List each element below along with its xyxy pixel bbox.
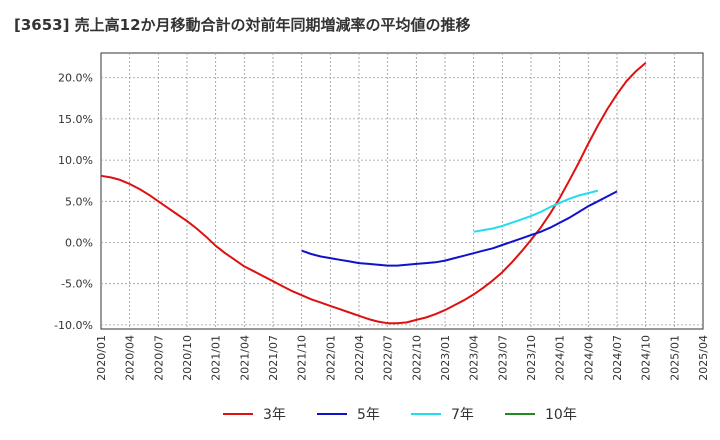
x-tick-label: 2024/04 [582,335,595,381]
y-tick-label: 20.0% [58,72,93,85]
x-tick-label: 2023/07 [496,335,509,381]
x-tick-label: 2020/01 [95,335,108,381]
x-tick-label: 2022/04 [353,335,366,381]
x-tick-label: 2025/04 [697,335,710,381]
x-tick-label: 2021/01 [210,335,223,381]
x-tick-label: 2023/01 [439,335,452,381]
plot-area [100,52,704,330]
y-axis-ticks: 20.0% 15.0% 10.0% 5.0% 0.0% -5.0% -10.0% [54,72,93,332]
y-tick-label: 10.0% [58,154,93,167]
x-tick-label: 2021/04 [238,335,251,381]
chart-title: [3653] 売上高12か月移動合計の対前年同期増減率の平均値の推移 [14,16,471,34]
series-lines [100,62,647,325]
horizontal-grid [101,77,703,326]
x-tick-label: 2024/07 [611,335,624,381]
x-tick-label: 2022/10 [410,335,423,381]
x-tick-label: 2025/01 [668,335,681,381]
y-tick-label: 15.0% [58,113,93,126]
legend-label-1: 5年 [357,407,380,423]
x-tick-label: 2020/10 [181,335,194,381]
x-tick-label: 2024/01 [554,335,567,381]
x-tick-label: 2023/10 [525,335,538,381]
x-axis-ticks: 2020/01 2020/04 2020/07 2020/10 2021/01 2021/… [95,335,710,381]
y-tick-label: 5.0% [65,195,93,208]
y-tick-label: 0.0% [65,236,93,249]
series-line-2 [473,189,599,233]
x-tick-label: 2022/01 [324,335,337,381]
x-tick-label: 2020/04 [124,335,137,381]
x-tick-label: 2024/10 [640,335,653,381]
vertical-grid [129,53,675,329]
x-tick-label: 2020/07 [152,335,165,381]
series-line-1 [301,190,618,267]
legend: 3年 5年 7年 10年 [223,407,577,423]
legend-label-3: 10年 [545,407,577,423]
x-tick-label: 2021/10 [296,335,309,381]
x-tick-label: 2022/07 [382,335,395,381]
legend-label-0: 3年 [263,407,286,423]
legend-label-2: 7年 [451,407,474,423]
y-tick-label: -5.0% [61,278,93,291]
y-tick-label: -10.0% [54,319,93,332]
x-tick-label: 2023/04 [468,335,481,381]
x-tick-label: 2021/07 [267,335,280,381]
